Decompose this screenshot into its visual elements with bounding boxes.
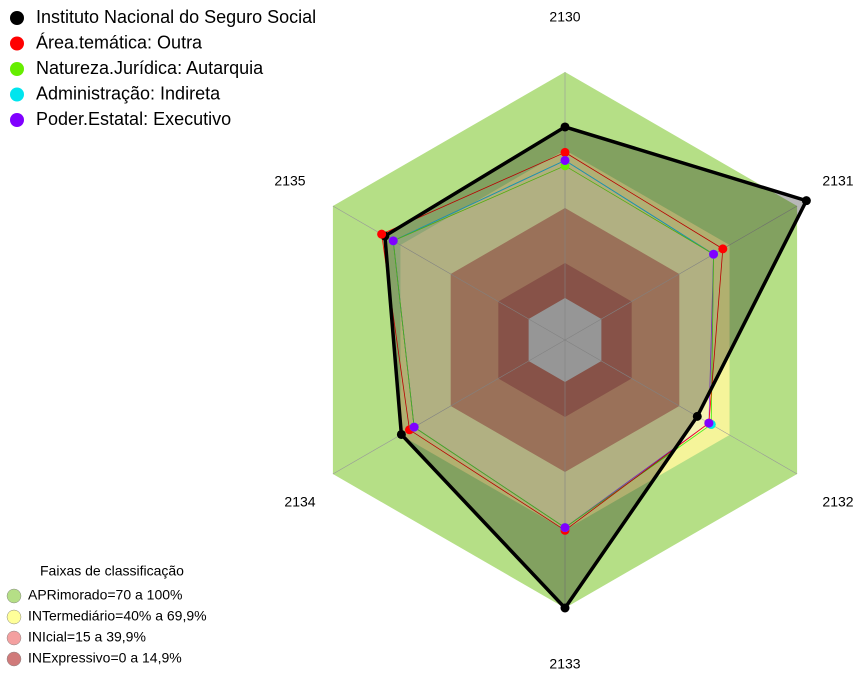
series-point	[801, 196, 811, 206]
band-legend-label: APRimorado=70 a 100%	[28, 587, 183, 603]
legend-label: Poder.Estatal: Executivo	[36, 109, 231, 129]
legend-label: Área.temática: Outra	[36, 32, 203, 52]
series-point	[709, 249, 719, 259]
legend-marker	[10, 113, 24, 127]
spoke	[564, 339, 798, 475]
axis-label: 2132	[822, 494, 853, 510]
series-point	[560, 147, 570, 157]
series-point	[718, 244, 728, 254]
series-point	[704, 418, 714, 428]
spoke	[564, 205, 798, 341]
axis-label: 2130	[549, 9, 580, 25]
legend-marker	[10, 62, 24, 76]
series-point	[560, 122, 570, 132]
legend-label: Instituto Nacional do Seguro Social	[36, 7, 316, 27]
spoke	[332, 205, 566, 341]
legend-label: Administração: Indireta	[36, 83, 221, 103]
series-point	[560, 523, 570, 533]
band-legend-marker	[6, 630, 22, 646]
band-legend-label: INTermediário=40% a 69,9%	[28, 608, 207, 624]
axis-label: 2133	[549, 656, 580, 672]
band-legend-label: INIcial=15 a 39,9%	[28, 629, 146, 645]
series-point	[560, 603, 570, 613]
axis-label: 2135	[274, 173, 305, 189]
series-point	[388, 236, 398, 246]
legend-marker	[10, 87, 24, 102]
band-legend-marker	[6, 651, 22, 667]
series-point	[692, 411, 702, 421]
spoke	[332, 339, 566, 475]
legend-marker	[10, 11, 24, 25]
legend-marker	[10, 36, 24, 51]
series-point	[560, 155, 570, 165]
band-legend-marker	[6, 609, 22, 625]
series-point	[396, 429, 406, 439]
series-point	[377, 229, 387, 239]
series-point	[409, 422, 419, 432]
band-legend-marker	[6, 588, 22, 604]
legend-label: Natureza.Jurídica: Autarquia	[36, 58, 264, 78]
band-legend-label: INExpressivo=0 a 14,9%	[28, 650, 182, 666]
axis-label: 2134	[284, 494, 315, 510]
axis-label: 2131	[822, 173, 853, 189]
band-legend-title: Faixas de classificação	[40, 563, 184, 579]
